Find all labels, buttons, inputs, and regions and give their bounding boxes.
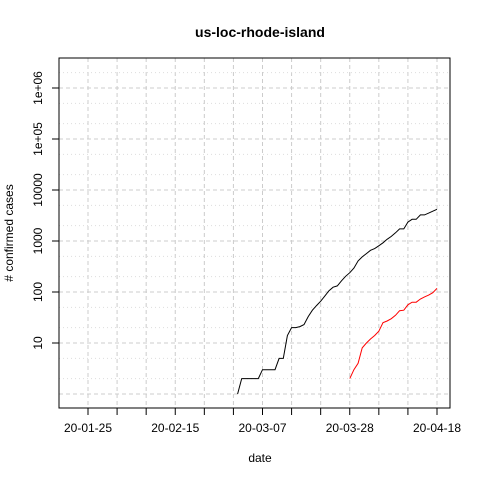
plot-box <box>58 57 451 409</box>
series-layer <box>237 208 438 395</box>
grid <box>59 58 450 408</box>
x-tick-label: 20-03-28 <box>326 421 374 435</box>
y-tick-label: 1e+06 <box>31 71 45 105</box>
series-line-2 <box>349 287 438 379</box>
y-tick-label: 10 <box>31 336 45 350</box>
chart-title: us-loc-rhode-island <box>195 24 325 40</box>
series-line-1 <box>237 208 438 395</box>
y-axis: 10 100 1000 10000 1e+05 1e+06 <box>31 71 60 350</box>
x-tick-label: 20-04-18 <box>413 421 461 435</box>
x-axis-label: date <box>248 451 272 465</box>
y-axis-label: # confirmed cases <box>2 184 16 281</box>
x-tick-label: 20-03-07 <box>238 421 286 435</box>
x-tick-label: 20-01-25 <box>64 421 112 435</box>
y-tick-label: 1e+05 <box>31 122 45 156</box>
x-axis: 20-01-25 20-02-15 20-03-07 20-03-28 20-04-18 <box>64 407 461 435</box>
y-tick-label: 100 <box>31 282 45 302</box>
y-tick-label: 10000 <box>31 173 45 207</box>
x-tick-label: 20-02-15 <box>151 421 199 435</box>
y-tick-label: 1000 <box>31 227 45 254</box>
